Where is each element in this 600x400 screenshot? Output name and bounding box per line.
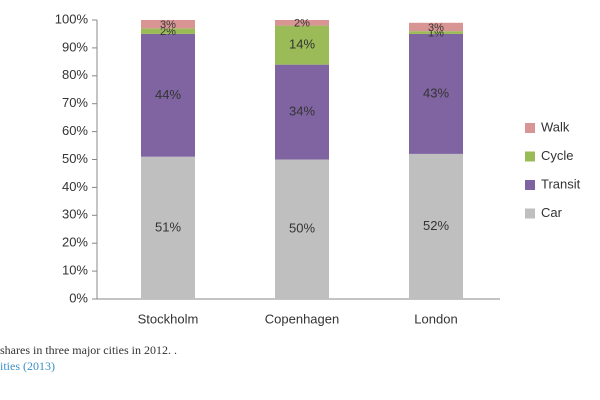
data-label: 52% <box>423 218 449 233</box>
bar-segment <box>141 28 195 34</box>
legend-label: Walk <box>541 119 570 134</box>
caption: shares in three major cities in 2012. . <box>0 343 177 357</box>
bar-segment <box>409 22 463 32</box>
y-tick-label: 100% <box>55 11 89 26</box>
legend-label: Cycle <box>541 148 574 163</box>
bar-segment <box>409 31 463 34</box>
legend-swatch <box>525 151 535 162</box>
y-tick-label: 80% <box>62 67 88 82</box>
legend-swatch <box>525 180 535 190</box>
legend-label: Car <box>541 205 563 220</box>
x-tick-label: Copenhagen <box>265 311 339 326</box>
data-label: 50% <box>289 221 315 236</box>
bar-segment <box>141 20 195 29</box>
bar-segment <box>275 64 329 160</box>
bar-segment <box>409 153 463 299</box>
data-label: 14% <box>289 37 315 52</box>
data-label: 3% <box>160 19 176 31</box>
x-tick-label: Stockholm <box>138 311 199 326</box>
data-label: 3% <box>428 22 444 34</box>
legend-label: Transit <box>541 176 581 191</box>
y-tick-label: 40% <box>62 179 88 194</box>
x-tick-label: London <box>414 311 457 326</box>
data-label: 51% <box>155 219 181 234</box>
bar-segment <box>141 33 195 157</box>
y-tick-label: 60% <box>62 123 88 138</box>
y-tick-label: 20% <box>62 235 88 250</box>
caption-source: ities (2013) <box>0 359 55 373</box>
legend-swatch <box>525 208 535 219</box>
y-tick-label: 90% <box>62 39 88 54</box>
y-tick-label: 50% <box>62 151 88 166</box>
legend-swatch <box>525 123 535 133</box>
data-label: 34% <box>289 104 315 119</box>
y-tick-label: 70% <box>62 95 88 110</box>
data-label: 2% <box>160 26 176 38</box>
y-tick-label: 0% <box>69 290 88 305</box>
bar-segment <box>275 20 329 26</box>
data-label: 2% <box>294 18 310 30</box>
y-tick-label: 30% <box>62 207 88 222</box>
data-label: 44% <box>155 87 181 102</box>
y-tick-label: 10% <box>62 263 88 278</box>
bar-segment <box>275 25 329 65</box>
data-label: 43% <box>423 85 449 100</box>
bar-segment <box>141 156 195 299</box>
bar-segment <box>275 159 329 299</box>
bar-segment <box>409 33 463 154</box>
